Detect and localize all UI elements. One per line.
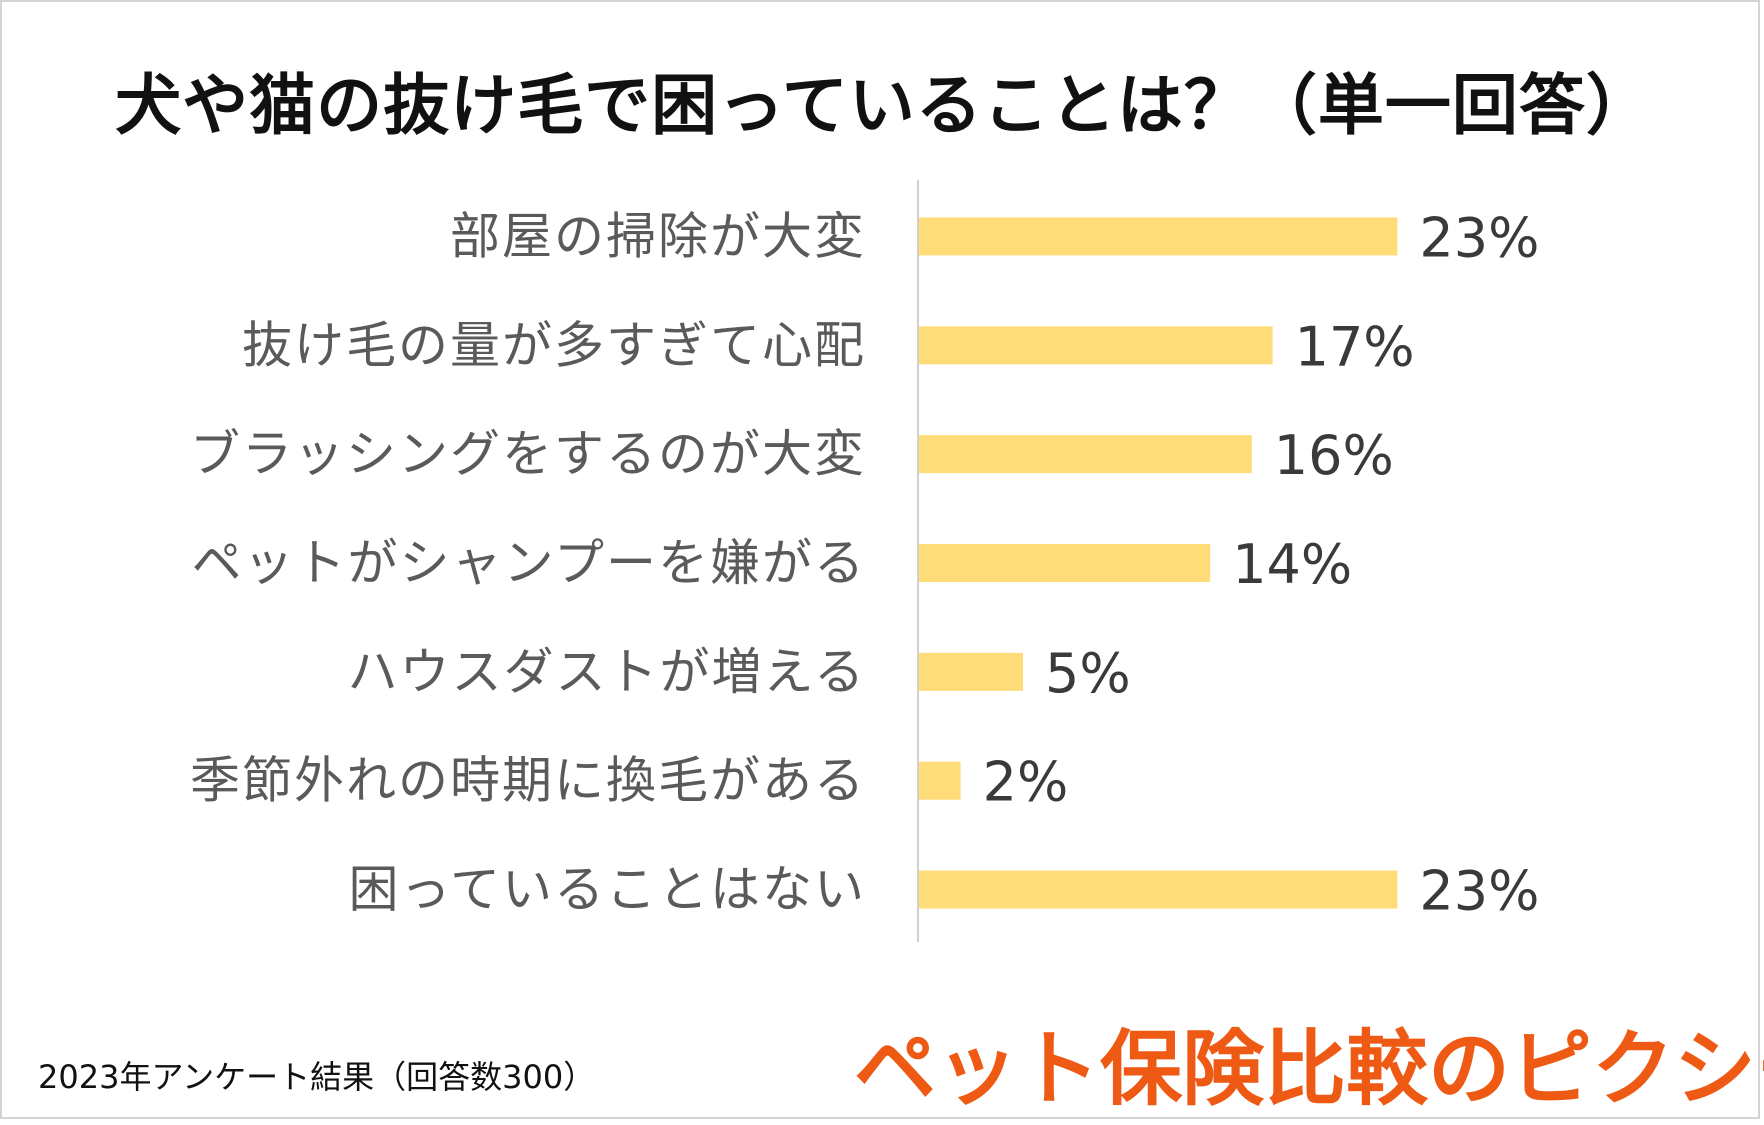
- category-label: ハウスダストが増える: [348, 643, 867, 701]
- category-label: 困っていることはない: [349, 861, 867, 919]
- bar: [919, 761, 961, 800]
- bar: [919, 326, 1273, 365]
- bar: [919, 652, 1023, 691]
- value-label: 23%: [1419, 206, 1539, 269]
- value-label: 17%: [1295, 315, 1415, 378]
- category-label: 抜け毛の量が多すぎて心配: [242, 316, 866, 374]
- value-label: 5%: [1045, 642, 1131, 705]
- bar: [919, 435, 1252, 474]
- brand-logo: ペット保険比較のピクシー: [854, 1022, 1764, 1117]
- category-label: ブラッシングをするのが大変: [190, 425, 866, 483]
- category-label: ペットがシャンプーを嫌がる: [192, 534, 867, 592]
- bar: [919, 544, 1211, 582]
- category-label: 季節外れの時期に換毛がある: [190, 752, 866, 810]
- chart-title: 犬や猫の抜け毛で困っていることは？（単一回答）: [115, 67, 1653, 144]
- survey-footnote: 2023年アンケート結果（回答数300）: [38, 1058, 596, 1096]
- bar: [919, 217, 1398, 256]
- value-label: 14%: [1232, 533, 1352, 596]
- bar: [919, 870, 1398, 909]
- category-label: 部屋の掃除が大変: [450, 207, 866, 265]
- value-label: 2%: [983, 751, 1069, 814]
- value-label: 16%: [1274, 424, 1394, 487]
- value-label: 23%: [1419, 860, 1539, 923]
